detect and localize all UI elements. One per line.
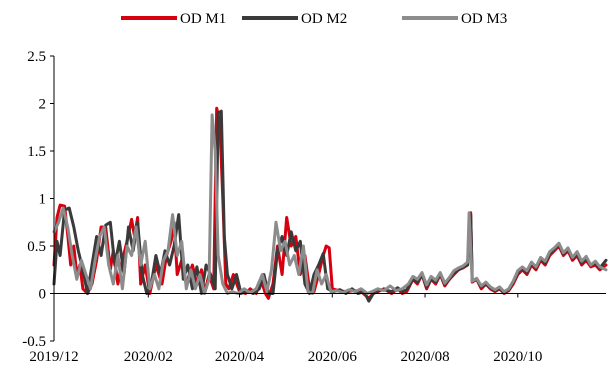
y-tick-label: 2.5 (27, 49, 46, 65)
x-tick-label: 2020/04 (215, 349, 265, 365)
x-tick-label: 2020/02 (124, 349, 173, 365)
series-line-3 (52, 113, 608, 295)
axes (53, 56, 606, 341)
y-axis-ticks: -0.5 0 0.5 1 1.5 2 2.5 (22, 49, 54, 350)
y-tick-label: 1 (39, 192, 47, 208)
x-tick-label: 2020/06 (308, 349, 358, 365)
x-tick-label: 2020/10 (493, 349, 542, 365)
y-tick-label: 0 (39, 287, 47, 303)
legend-label-1: OD M1 (180, 11, 226, 27)
y-tick-label: 1.5 (27, 144, 46, 160)
legend-label-3: OD M3 (461, 11, 507, 27)
legend-label-2: OD M2 (301, 11, 347, 27)
x-tick-label: 2020/08 (400, 349, 449, 365)
plot-area (52, 106, 608, 303)
x-axis-ticks: 2019/12 2020/02 2020/04 2020/06 2020/08 2020/… (29, 293, 542, 365)
legend: OD M1 OD M2 OD M3 (121, 11, 507, 27)
y-tick-label: 2 (39, 97, 47, 113)
x-tick-label: 2019/12 (29, 349, 78, 365)
y-tick-label: -0.5 (22, 334, 46, 350)
y-tick-label: 0.5 (27, 239, 46, 255)
